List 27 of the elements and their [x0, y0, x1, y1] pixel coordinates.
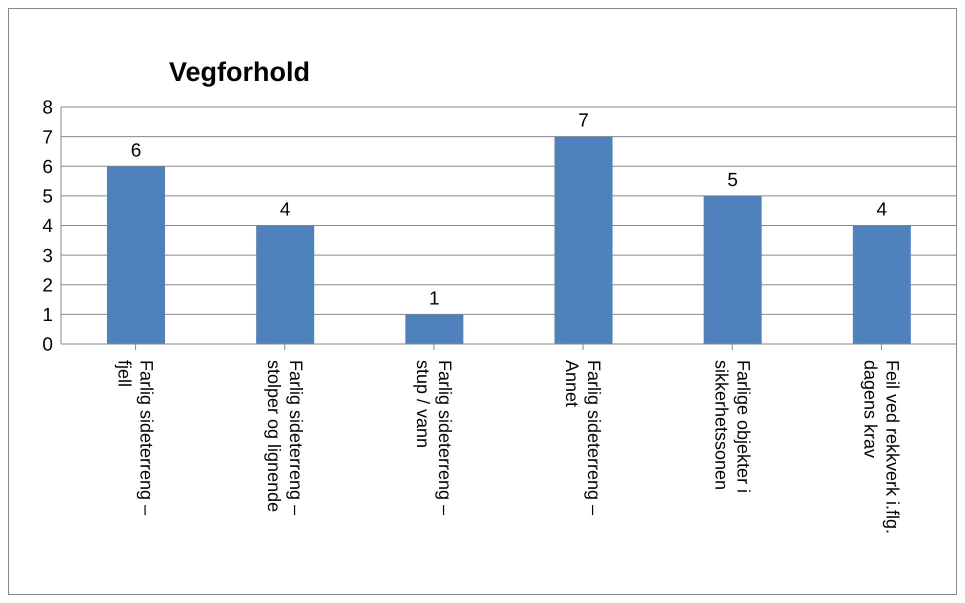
- data-label: 4: [876, 200, 888, 220]
- bar: [256, 226, 314, 344]
- y-tick-label: 4: [42, 216, 54, 238]
- data-label: 1: [429, 288, 440, 310]
- data-label: 5: [727, 170, 738, 191]
- x-tick-label: Farlig sideterreng – Annet: [562, 360, 604, 516]
- y-tick-label: 0: [42, 334, 53, 356]
- data-label: 6: [130, 140, 142, 162]
- chart-title: Vegforhold: [169, 57, 310, 88]
- y-tick-label: 6: [42, 156, 53, 178]
- y-tick-label: 3: [42, 246, 53, 267]
- y-tick-label: 2: [42, 275, 53, 296]
- y-tick-label: 8: [42, 98, 53, 119]
- y-tick-label: 7: [42, 127, 53, 148]
- bar: [852, 226, 911, 344]
- data-label: 7: [578, 110, 589, 132]
- bar: [405, 314, 464, 344]
- x-tick-label: Feil ved rekkverk i.flg. dagens krav: [860, 360, 902, 534]
- bar: [554, 136, 612, 344]
- x-tick-label: Farlige objekter i sikkerhetssonen: [711, 360, 754, 494]
- x-tick-label: Farlig sideterreng – stup / vann: [412, 360, 455, 516]
- y-tick-label: 5: [42, 186, 53, 208]
- bar: [704, 196, 762, 344]
- x-tick-label: Farlig sideterreng – fjell: [114, 360, 157, 516]
- bar: [107, 166, 165, 344]
- data-label: 4: [280, 200, 291, 220]
- y-tick-label: 1: [42, 305, 53, 326]
